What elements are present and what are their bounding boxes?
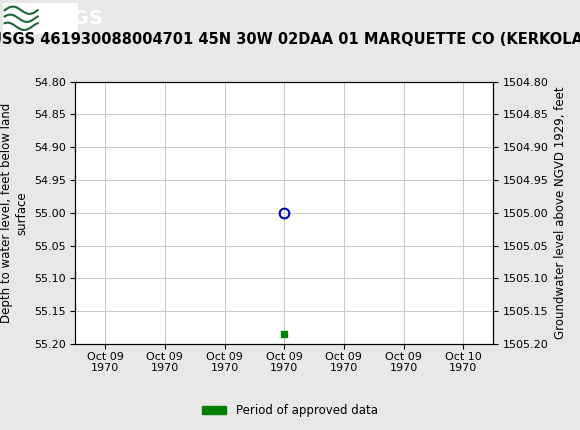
Bar: [3, 3, 78, 34]
Legend: Period of approved data: Period of approved data: [198, 399, 382, 422]
Text: USGS 461930088004701 45N 30W 02DAA 01 MARQUETTE CO (KERKOLA): USGS 461930088004701 45N 30W 02DAA 01 MA…: [0, 32, 580, 47]
Y-axis label: Depth to water level, feet below land
surface: Depth to water level, feet below land su…: [0, 103, 28, 323]
Y-axis label: Groundwater level above NGVD 1929, feet: Groundwater level above NGVD 1929, feet: [554, 86, 567, 339]
Text: USGS: USGS: [44, 9, 103, 28]
